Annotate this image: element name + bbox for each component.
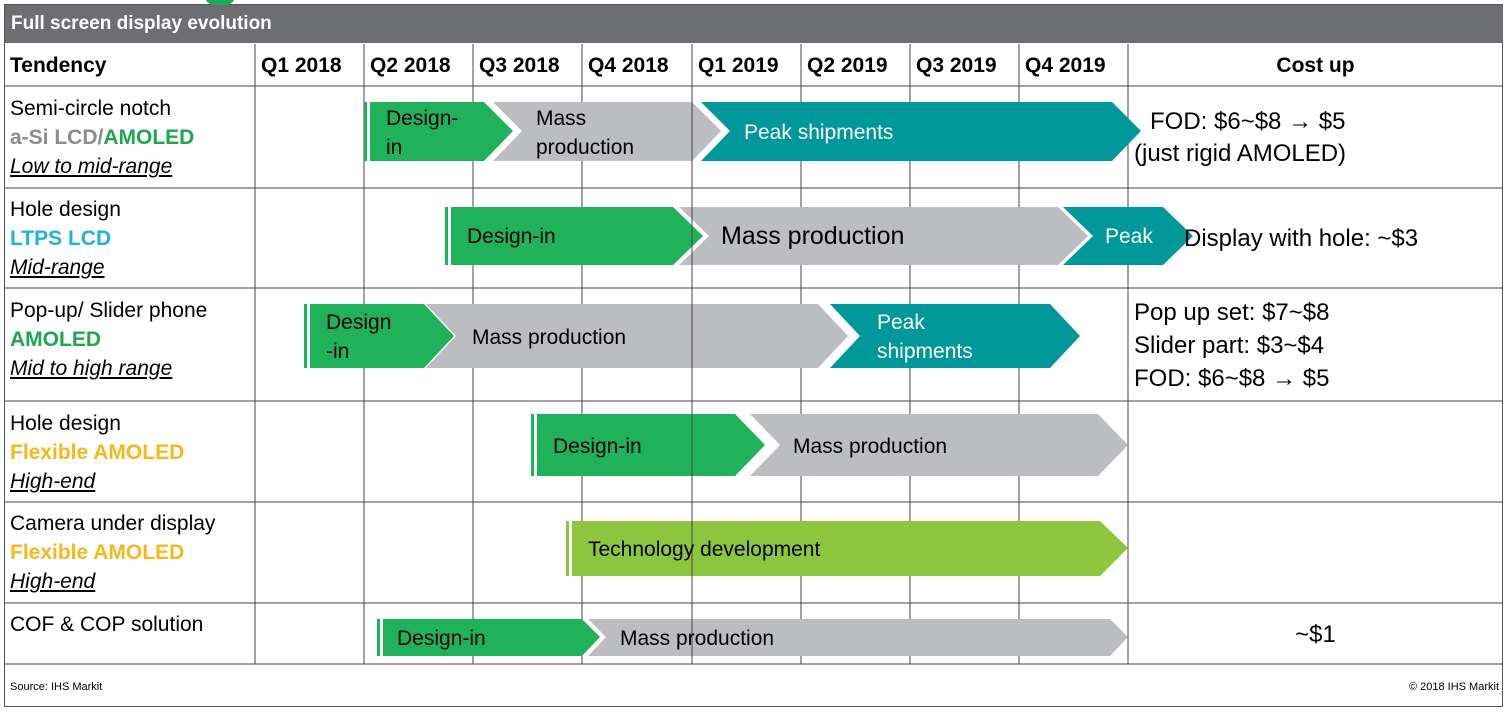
row5-name: Camera under display bbox=[10, 512, 216, 535]
row5-tech: Flexible AMOLED bbox=[10, 541, 185, 564]
row6-design-bar bbox=[383, 619, 600, 656]
row4-name: Hole design bbox=[10, 412, 121, 435]
row1-peak-label: Peak shipments bbox=[744, 121, 894, 144]
row2-design-bar bbox=[451, 207, 703, 265]
row1-design-label: Design- in bbox=[386, 107, 459, 159]
row3-design-label: Design -in bbox=[326, 311, 392, 363]
header-q2-2019: Q2 2019 bbox=[807, 54, 888, 77]
row6-design-stripe bbox=[377, 619, 380, 656]
row1-tech-b: AMOLED bbox=[103, 126, 195, 149]
row1-peak-bar bbox=[701, 102, 1141, 161]
row4-design-bar bbox=[537, 414, 765, 476]
row6-bars bbox=[377, 619, 1128, 656]
row2-peak-bar bbox=[1063, 207, 1193, 265]
row3-peak-bar bbox=[830, 304, 1080, 368]
row3-cost-line3: FOD: $6~$8 → $5 bbox=[1134, 365, 1330, 392]
row6-cost: ~$1 bbox=[1295, 621, 1336, 648]
row5-tech-label: Technology development bbox=[588, 538, 821, 561]
row2-range: Mid-range bbox=[10, 256, 105, 279]
row2-name: Hole design bbox=[10, 198, 121, 221]
row6-tendency: COF & COP solution bbox=[10, 610, 203, 639]
header-tendency: Tendency bbox=[10, 54, 107, 77]
row2-mass-bar bbox=[679, 207, 1088, 265]
row3-mass-label: Mass production bbox=[472, 326, 627, 349]
row1-bars bbox=[364, 102, 1141, 161]
row5-tendency: Camera under display Flexible AMOLED Hig… bbox=[10, 509, 215, 596]
header-q3-2018: Q3 2018 bbox=[479, 54, 560, 77]
row2-tendency: Hole design LTPS LCD Mid-range bbox=[10, 195, 121, 282]
row4-tech: Flexible AMOLED bbox=[10, 441, 185, 464]
row2-mass-label: Mass production bbox=[721, 222, 905, 250]
row3-design-stripe bbox=[304, 304, 307, 368]
header-q1-2019: Q1 2019 bbox=[698, 54, 779, 77]
row3-peak-label: Peak shipments bbox=[877, 311, 973, 363]
row1-cost-line2: (just rigid AMOLED) bbox=[1134, 140, 1347, 167]
row3-mass-bar bbox=[426, 304, 848, 368]
row3-bars bbox=[304, 304, 1080, 368]
header-q2-2018: Q2 2018 bbox=[370, 54, 451, 77]
row3-tendency: Pop-up/ Slider phone AMOLED Mid to high … bbox=[10, 296, 207, 383]
slide-title: Full screen display evolution bbox=[5, 5, 1503, 43]
row3-cost-line1: Pop up set: $7~$8 bbox=[1134, 299, 1330, 326]
row4-bars bbox=[531, 414, 1128, 476]
row5-tech-stripe bbox=[566, 521, 569, 576]
row1-cost-line1: FOD: $6~$8 → $5 bbox=[1150, 108, 1346, 135]
row1-tendency: Semi-circle notch a-Si LCD/AMOLED Low to… bbox=[10, 94, 194, 181]
row1-range: Low to mid-range bbox=[10, 155, 173, 178]
row3-tech: AMOLED bbox=[10, 328, 101, 351]
row3-name: Pop-up/ Slider phone bbox=[10, 299, 208, 322]
copyright-note: © 2018 IHS Markit bbox=[1408, 681, 1499, 693]
header-cost-up: Cost up bbox=[1276, 54, 1355, 77]
row2-design-label: Design-in bbox=[467, 225, 556, 248]
row4-design-stripe bbox=[531, 414, 534, 476]
row2-design-stripe bbox=[445, 207, 448, 265]
row1-design-stripe bbox=[364, 102, 367, 161]
row4-mass-bar bbox=[750, 414, 1128, 476]
row1-mass-label: Mass production bbox=[536, 107, 635, 159]
header-q4-2018: Q4 2018 bbox=[588, 54, 669, 77]
row6-design-label: Design-in bbox=[397, 627, 486, 650]
row6-name: COF & COP solution bbox=[10, 613, 204, 636]
header-q4-2019: Q4 2019 bbox=[1025, 54, 1106, 77]
header-q3-2019: Q3 2019 bbox=[916, 54, 997, 77]
row2-bars bbox=[445, 207, 1193, 265]
title-accent bbox=[205, 0, 235, 5]
row4-mass-label: Mass production bbox=[793, 435, 948, 458]
source-note: Source: IHS Markit bbox=[10, 681, 103, 693]
row5-range: High-end bbox=[10, 570, 96, 593]
row4-range: High-end bbox=[10, 470, 96, 493]
row4-tendency: Hole design Flexible AMOLED High-end bbox=[10, 409, 184, 496]
row3-range: Mid to high range bbox=[10, 357, 173, 380]
row5-tech-bar bbox=[572, 521, 1128, 576]
row5-bars bbox=[566, 521, 1128, 576]
row1-mass-bar bbox=[493, 102, 721, 161]
row6-mass-label: Mass production bbox=[620, 627, 775, 650]
header-q1-2018: Q1 2018 bbox=[261, 54, 342, 77]
row6-mass-bar bbox=[588, 619, 1128, 656]
row1-design-bar bbox=[370, 102, 513, 161]
row3-cost-line2: Slider part: $3~$4 bbox=[1134, 332, 1325, 359]
row3-design-bar bbox=[310, 304, 454, 368]
row1-name: Semi-circle notch bbox=[10, 97, 172, 120]
slide-frame bbox=[4, 4, 1503, 707]
row4-design-label: Design-in bbox=[553, 435, 642, 458]
row2-tech: LTPS LCD bbox=[10, 227, 112, 250]
row1-tech-a: a-Si LCD/ bbox=[10, 126, 104, 149]
row2-peak-label: Peak bbox=[1105, 225, 1153, 248]
row2-cost: Display with hole: ~$3 bbox=[1184, 225, 1419, 252]
